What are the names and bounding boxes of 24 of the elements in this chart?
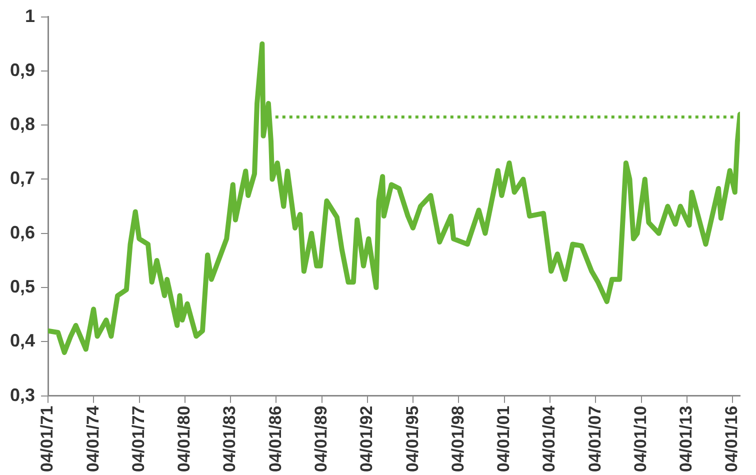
x-tick-label: 04/01/01 [494,406,514,472]
y-tick-label: 1 [25,6,36,26]
x-tick-label: 04/01/80 [174,406,194,472]
y-tick-label: 0,7 [10,168,36,188]
x-tick-label: 04/01/98 [448,406,468,472]
y-tick-label: 0,9 [10,60,36,80]
x-tick-label: 04/01/16 [722,406,742,472]
x-tick-label: 04/01/83 [220,406,240,472]
x-tick-label: 04/01/13 [676,406,696,472]
x-tick-label: 04/01/89 [312,406,331,472]
x-tick-label: 04/01/74 [83,405,102,472]
y-tick-label: 0,4 [10,330,36,351]
x-tick-label: 04/01/77 [129,406,148,472]
y-tick-label: 0,5 [10,276,36,296]
x-tick-label: 04/01/10 [630,406,650,472]
x-tick-label: 04/01/71 [38,406,57,472]
y-tick-label: 0,6 [10,222,36,242]
x-tick-label: 04/01/86 [266,406,285,472]
y-tick-label: 0,8 [10,114,36,134]
x-tick-label: 04/01/04 [540,405,559,472]
x-tick-label: 04/01/07 [585,406,604,472]
x-tick-label: 04/01/92 [357,406,376,472]
y-tick-label: 0,3 [10,384,36,405]
x-tick-label: 04/01/95 [402,406,422,472]
